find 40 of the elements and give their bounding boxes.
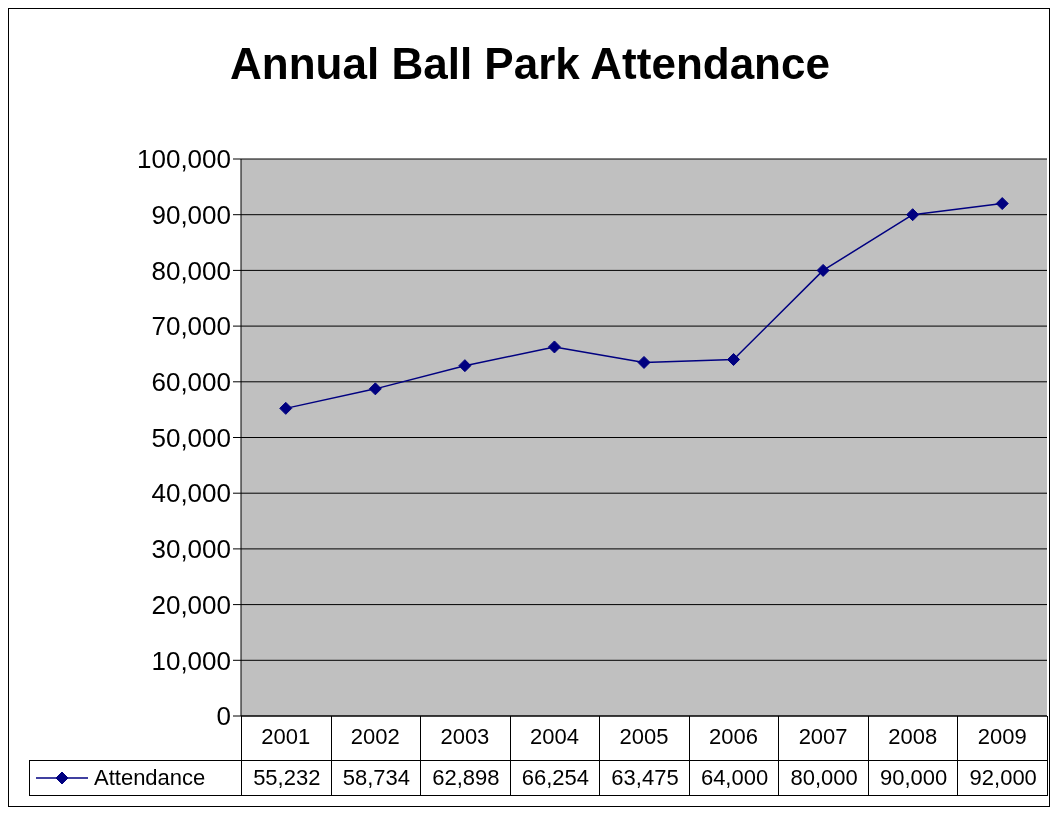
point xyxy=(995,197,1009,211)
point xyxy=(279,401,293,415)
data-label: 90,000 xyxy=(879,764,949,792)
data-label: 63,475 xyxy=(610,764,680,792)
data-label: 92,000 xyxy=(968,764,1038,792)
data-label: 55,232 xyxy=(252,764,322,792)
y-tick-label: 100,000 xyxy=(137,144,231,175)
data-label: 58,734 xyxy=(341,764,411,792)
y-tick-label: 80,000 xyxy=(151,255,231,286)
y-tick-label: 70,000 xyxy=(151,311,231,342)
x-tick-label: 2001 xyxy=(261,723,311,749)
x-tick-label: 2003 xyxy=(440,723,490,749)
y-tick-label: 0 xyxy=(216,701,231,732)
y-tick-label: 90,000 xyxy=(151,199,231,230)
point xyxy=(458,359,472,373)
data-label: 66,254 xyxy=(520,764,591,792)
x-tick-label: 2006 xyxy=(709,723,759,749)
x-tick-label: 2009 xyxy=(977,723,1027,749)
x-tick-label: 2007 xyxy=(798,723,848,749)
y-tick-label: 40,000 xyxy=(151,478,231,509)
y-tick-label: 50,000 xyxy=(151,422,231,453)
x-tick-label: 2005 xyxy=(619,723,669,749)
y-tick-label: 10,000 xyxy=(151,645,231,676)
point xyxy=(637,355,651,369)
y-tick-label: 20,000 xyxy=(151,589,231,620)
point xyxy=(727,353,741,367)
y-tick-label: 60,000 xyxy=(151,367,231,398)
data-label: 62,898 xyxy=(431,764,501,792)
point xyxy=(547,340,561,354)
chart-title: Annual Ball Park Attendance xyxy=(229,39,831,89)
point xyxy=(906,208,920,222)
point xyxy=(816,263,830,277)
x-tick-label: 2008 xyxy=(888,723,938,749)
data-label: 80,000 xyxy=(789,764,859,792)
data-label: 64,000 xyxy=(699,764,770,792)
legend-label: Attendance xyxy=(94,765,206,791)
y-tick-label: 30,000 xyxy=(151,534,231,565)
point xyxy=(368,382,382,396)
x-tick-label: 2004 xyxy=(529,723,579,749)
x-tick-label: 2002 xyxy=(350,723,400,749)
